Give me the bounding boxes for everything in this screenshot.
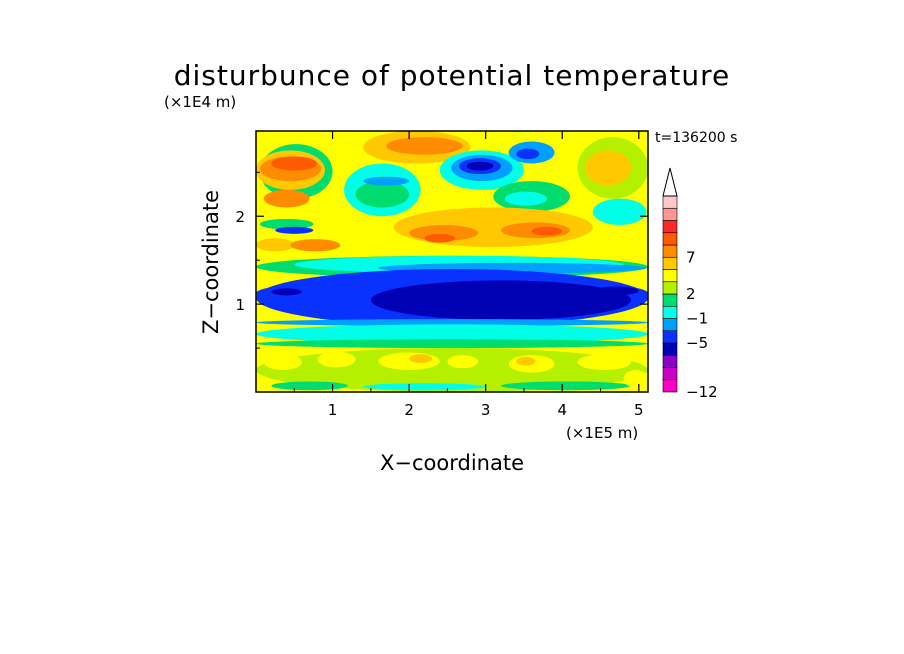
contour-patch [271,156,318,171]
colorbar-segment [662,293,678,307]
contour-patch [370,280,632,320]
contour-patch [577,354,632,371]
contour-patch [263,189,310,208]
contour-patch [256,339,648,349]
colorbar-segment [662,207,678,221]
contour-patch [592,198,647,226]
x-tick-label: 1 [328,401,338,419]
colorbar-segment [662,342,678,356]
contour-patch [256,324,648,344]
plot-frame [255,130,649,393]
colorbar-segment [662,379,678,393]
x-scale-label: (×1E5 m) [566,424,638,442]
time-label: t=136200 s [655,130,737,146]
x-tick-label: 3 [481,401,491,419]
contour-patch [409,354,433,363]
colorbar-segment [662,269,678,283]
y-axis: 12 [235,171,648,349]
contour-patch [256,238,295,252]
colorbar-label: −1 [686,310,708,328]
colorbar-segment [662,256,678,270]
contour-patch [466,161,494,171]
colorbar-segment [662,367,678,381]
contour-patch [355,181,410,208]
colorbar-label: 2 [686,285,696,303]
contour-patch [516,356,536,366]
colorbar-label: −5 [686,334,708,352]
contour-patch [259,218,314,230]
colorbar-segment [662,195,678,209]
contour-patch [271,288,302,296]
y-scale-label: (×1E4 m) [164,93,236,111]
contour-patch [447,355,479,369]
contour-patch [275,226,314,234]
colorbar-segment [662,220,678,234]
x-tick-label: 4 [557,401,567,419]
y-tick-label: 1 [235,296,245,314]
colorbar-label: 7 [686,248,696,266]
contour-patch [317,351,356,368]
y-axis-label: Z−coordinate [199,190,223,334]
contour-patch [531,226,563,236]
colorbar-segment [662,318,678,332]
x-axis-label: X−coordinate [380,451,524,475]
chart-title: disturbunce of potential temperature [174,59,731,92]
contour-patch [424,233,456,243]
x-axis: 1 2 3 4 5 [293,131,644,419]
contour-patch [378,352,440,371]
colorbar-extend-arrow [662,167,678,197]
colorbar-segment [662,281,678,295]
x-tick-label: 2 [404,401,414,419]
colorbar: −12−5−127 [662,167,718,401]
colorbar-segment [662,330,678,344]
y-tick-label: 2 [235,208,245,226]
plot-area [255,130,649,393]
contour-patch [256,319,648,327]
contour-patch [501,381,632,391]
x-tick-label: 5 [634,401,644,419]
colorbar-segment [662,244,678,258]
contour-patch [504,191,547,206]
contour-patch [585,150,632,186]
contour-field [256,131,648,392]
contour-patch [386,137,463,155]
contour-patch [623,370,648,388]
contour-patch [290,239,341,252]
contour-patch [271,381,348,391]
contour-patch [363,176,410,186]
contour-patch [592,286,639,296]
contour-patch [263,354,302,371]
contour-patch [363,383,486,391]
colorbar-segment [662,354,678,368]
colorbar-segment [662,305,678,319]
colorbar-segment [662,232,678,246]
colorbar-label: −12 [686,383,718,401]
contour-patch [516,148,540,160]
